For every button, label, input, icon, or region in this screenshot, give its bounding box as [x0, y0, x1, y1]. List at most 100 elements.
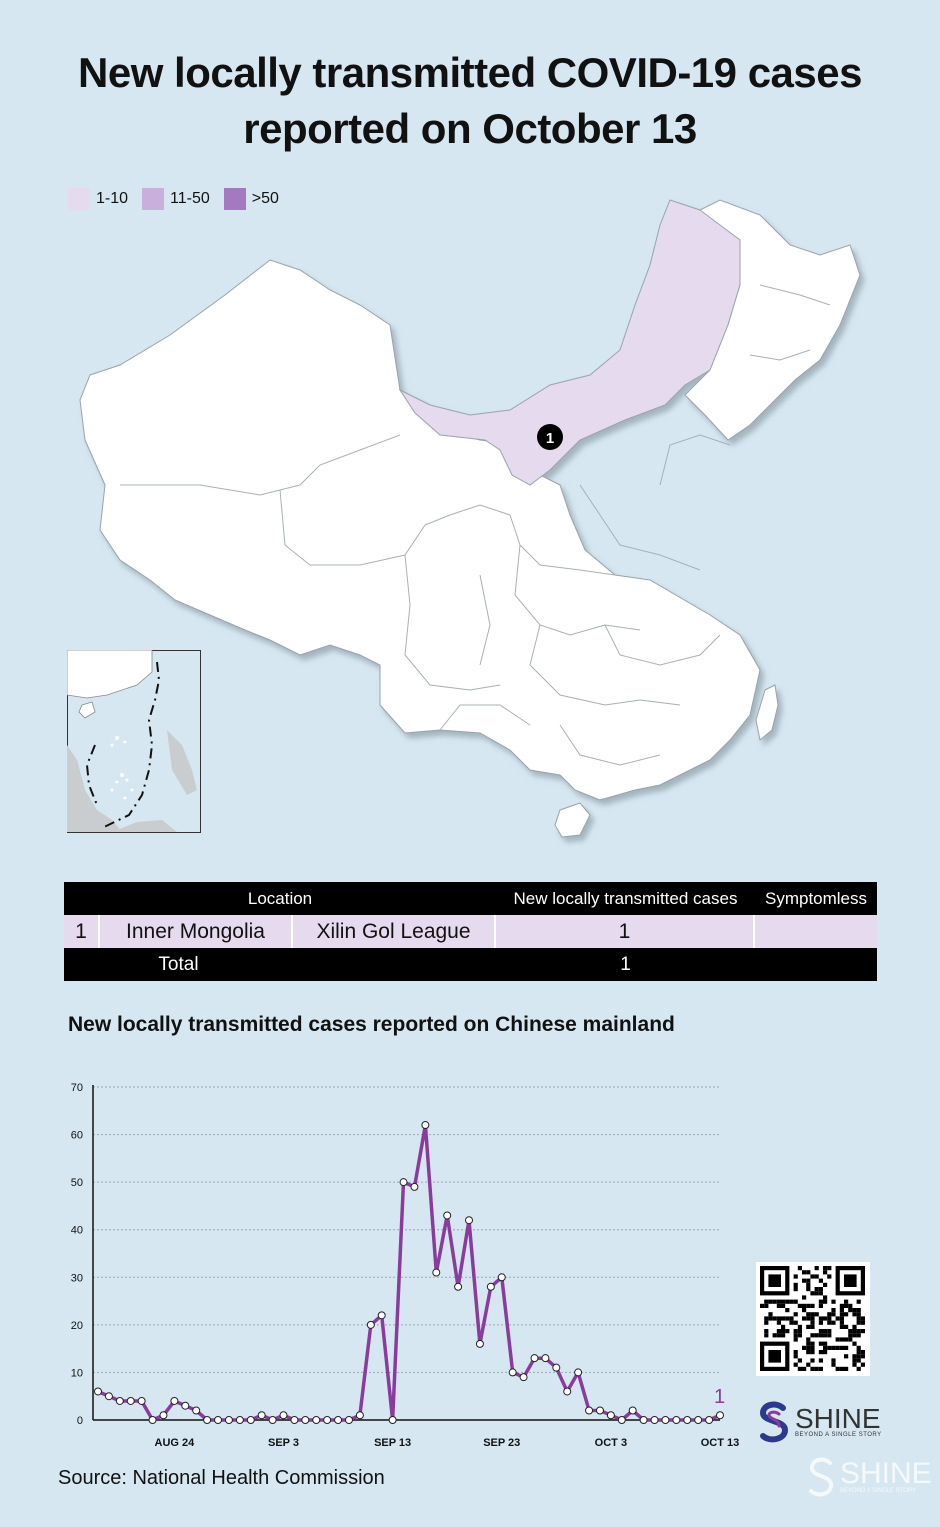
inset-philippines	[167, 730, 197, 795]
legend-label-low: 1-10	[96, 190, 129, 207]
data-point	[475, 1339, 484, 1348]
qr-code-icon[interactable]	[756, 1262, 870, 1376]
data-point	[443, 1211, 452, 1220]
legend-swatch-high	[223, 188, 246, 210]
data-point	[650, 1416, 659, 1424]
row-cases: 1	[496, 915, 755, 948]
legend-label-mid: 11-50	[170, 190, 210, 207]
data-point	[126, 1396, 135, 1405]
x-tick-label: SEP 23	[483, 1437, 520, 1449]
data-point	[574, 1368, 583, 1377]
data-point	[432, 1268, 441, 1277]
data-point	[497, 1273, 506, 1282]
data-point	[410, 1182, 419, 1191]
data-point	[585, 1406, 594, 1415]
data-point	[399, 1178, 408, 1187]
inset-dash-line	[85, 661, 161, 829]
y-tick-label: 0	[77, 1415, 83, 1427]
shine-wordmark: SHINE	[795, 1403, 881, 1434]
legend-item-low: 1-10	[68, 188, 128, 210]
total-symptomless	[755, 948, 877, 981]
data-point	[214, 1416, 223, 1424]
data-point	[290, 1416, 299, 1424]
x-tick-label: OCT 13	[701, 1437, 740, 1449]
legend-item-high: >50	[223, 188, 279, 210]
data-point	[683, 1416, 692, 1424]
data-point	[312, 1416, 321, 1424]
province-borders	[120, 284, 831, 766]
data-point	[344, 1416, 353, 1424]
data-point	[268, 1416, 277, 1424]
data-point	[628, 1406, 637, 1415]
data-point	[552, 1363, 561, 1372]
page-title: New locally transmitted COVID-19 cases r…	[78, 49, 862, 152]
data-point	[541, 1354, 550, 1363]
x-tick-label: SEP 13	[374, 1437, 411, 1449]
data-point	[159, 1411, 168, 1420]
data-point	[279, 1411, 288, 1420]
data-point	[617, 1416, 626, 1424]
case-marker	[537, 424, 563, 450]
inset-vietnam-coast	[67, 745, 122, 832]
y-tick-label: 70	[71, 1082, 83, 1094]
data-point	[486, 1282, 495, 1291]
x-tick-label: OCT 3	[595, 1437, 627, 1449]
taiwan-island	[755, 684, 779, 741]
y-tick-label: 10	[71, 1367, 83, 1379]
y-tick-label: 30	[71, 1272, 83, 1284]
northeast-land	[684, 199, 861, 441]
legend-label-high: >50	[251, 190, 279, 207]
row-city: Xilin Gol League	[293, 915, 496, 948]
data-point	[377, 1311, 386, 1320]
shine-tagline: BEYOND A SINGLE STORY	[795, 1432, 882, 1438]
row-symptomless	[755, 915, 877, 948]
shine-watermark-icon	[809, 1457, 834, 1497]
data-point	[519, 1373, 528, 1382]
chart-title: New locally transmitted cases reported o…	[68, 1013, 675, 1036]
data-point	[716, 1411, 724, 1420]
data-point	[257, 1411, 266, 1420]
inset-islands	[110, 736, 134, 800]
inset-borneo	[112, 820, 177, 832]
header-symptomless: Symptomless	[764, 888, 868, 908]
data-point	[323, 1416, 332, 1424]
cases-table: Location New locally transmitted cases S…	[64, 882, 877, 981]
table-total-row: Total 1	[64, 948, 877, 981]
data-point	[595, 1406, 604, 1415]
chart-points	[94, 1121, 724, 1424]
mainland-land	[79, 259, 761, 801]
chart-end-label: 1	[714, 1386, 725, 1408]
south-china-sea-inset	[67, 650, 201, 833]
row-province: Inner Mongolia	[100, 915, 293, 948]
data-point	[94, 1387, 102, 1396]
data-point	[705, 1416, 714, 1424]
shine-logo: SHINE BEYOND A SINGLE STORY	[757, 1400, 882, 1444]
data-point	[170, 1396, 179, 1405]
chart-series	[97, 1123, 721, 1422]
shine-watermark-tagline: BEYOND A SINGLE STORY	[840, 1488, 917, 1494]
x-tick-label: SEP 3	[268, 1437, 299, 1449]
table-row: 1 Inner Mongolia Xilin Gol League 1	[64, 915, 877, 948]
data-point	[301, 1416, 310, 1424]
chart-grid	[93, 1086, 720, 1373]
shine-watermark-wordmark: SHINE	[840, 1457, 932, 1490]
total-label: Total	[158, 953, 199, 975]
inset-mainland-coast	[67, 650, 153, 699]
shine-watermark: SHINE BEYOND A SINGLE STORY	[806, 1455, 932, 1499]
data-point	[661, 1416, 670, 1424]
data-point	[606, 1411, 615, 1420]
data-point	[115, 1396, 124, 1405]
data-point	[388, 1416, 397, 1424]
data-point	[508, 1368, 517, 1377]
total-cases: 1	[620, 953, 631, 975]
header-cases: New locally transmitted cases	[513, 888, 738, 908]
data-point	[366, 1320, 375, 1329]
hainan-island	[554, 802, 591, 838]
data-point	[563, 1387, 572, 1396]
data-point	[235, 1416, 244, 1424]
header-location: Location	[247, 888, 313, 908]
data-point	[148, 1416, 157, 1424]
legend-item-mid: 11-50	[142, 188, 210, 210]
data-point	[246, 1416, 255, 1424]
data-point	[192, 1406, 201, 1415]
